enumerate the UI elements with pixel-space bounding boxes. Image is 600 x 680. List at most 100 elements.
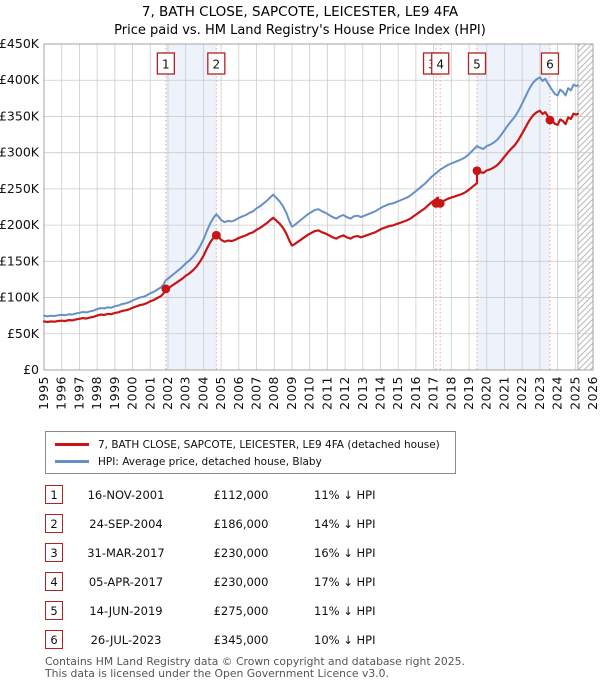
copyright-footer: Contains HM Land Registry data © Crown c… [45, 656, 600, 680]
x-axis-tick-label: 1997 [71, 376, 86, 410]
sale-marker-box-4 [431, 52, 450, 75]
transaction-number-box: 5 [45, 601, 63, 620]
transaction-price: £230,000 [213, 545, 269, 560]
table-row: 3 31-MAR-2017 £230,000 16% ↓ HPI [45, 538, 600, 567]
table-row: 2 24-SEP-2004 £186,000 14% ↓ HPI [45, 509, 600, 538]
x-axis-tick-label: 1995 [36, 376, 51, 410]
x-axis-tick-label: 2019 [461, 376, 476, 410]
legend-label-property: 7, BATH CLOSE, SAPCOTE, LEICESTER, LE9 4… [98, 438, 440, 451]
transaction-price: £230,000 [213, 574, 269, 589]
y-axis-tick-label: £400K [0, 72, 40, 87]
x-axis-tick-label: 2004 [195, 376, 210, 410]
x-axis-tick-label: 2014 [372, 376, 387, 410]
sale-marker-number-4: 4 [436, 58, 444, 72]
y-axis-tick-label: £350K [0, 108, 40, 123]
x-axis-tick-label: 2021 [496, 376, 511, 410]
sale-marker-number-6: 6 [546, 58, 554, 72]
hpi-line-swatch [55, 460, 89, 463]
transaction-number-box: 1 [45, 485, 63, 504]
transaction-number-box: 3 [45, 543, 63, 562]
transaction-date: 14-JUN-2019 [89, 603, 163, 618]
future-hatch [577, 44, 593, 370]
x-axis-tick-label: 2022 [514, 376, 529, 410]
x-axis-tick-label: 2013 [355, 376, 370, 410]
x-axis-tick-label: 2026 [585, 376, 600, 410]
transaction-date: 16-NOV-2001 [87, 487, 165, 502]
legend-entry-property: 7, BATH CLOSE, SAPCOTE, LEICESTER, LE9 4… [52, 436, 449, 453]
y-axis-tick-label: £300K [0, 145, 40, 160]
x-axis-tick-label: 2012 [337, 376, 352, 410]
x-axis-tick-label: 2002 [160, 376, 175, 410]
transaction-vs-hpi: 11% ↓ HPI [314, 487, 376, 502]
ownership-band [477, 44, 550, 370]
footer-line-2: This data is licensed under the Open Gov… [45, 667, 389, 680]
x-axis-tick-label: 2000 [125, 376, 140, 410]
footer-line-1: Contains HM Land Registry data © Crown c… [45, 655, 465, 668]
sale-dot-4 [435, 198, 445, 208]
sale-dot-6 [545, 115, 555, 125]
legend-label-hpi: HPI: Average price, detached house, Blab… [98, 455, 322, 468]
x-axis-tick-label: 2016 [408, 376, 423, 410]
x-axis-tick-label: 2023 [532, 376, 547, 410]
hpi-line [43, 76, 579, 318]
sale-dot-2 [211, 230, 221, 240]
y-axis-tick-label: £100K [0, 290, 40, 305]
sale-dot-1 [161, 284, 171, 294]
table-row: 5 14-JUN-2019 £275,000 11% ↓ HPI [45, 596, 600, 625]
legend-entry-hpi: HPI: Average price, detached house, Blab… [52, 453, 449, 470]
table-row: 4 05-APR-2017 £230,000 17% ↓ HPI [45, 567, 600, 596]
page-subtitle: Price paid vs. HM Land Registry's House … [114, 23, 486, 38]
transaction-price: £186,000 [213, 516, 269, 531]
property-line [42, 109, 580, 324]
sale-marker-box-6 [540, 52, 560, 75]
x-axis-tick-label: 2020 [479, 376, 494, 410]
x-axis-tick-label: 2008 [266, 376, 281, 410]
page-title: 7, BATH CLOSE, SAPCOTE, LEICESTER, LE9 4… [142, 4, 459, 20]
sale-marker-box-1 [156, 52, 175, 75]
y-axis-tick-label: £50K [7, 326, 40, 341]
transaction-vs-hpi: 16% ↓ HPI [314, 545, 376, 560]
x-axis-tick-label: 2010 [302, 376, 317, 410]
sale-marker-number-1: 1 [162, 58, 170, 72]
ownership-band [165, 44, 217, 370]
transaction-vs-hpi: 17% ↓ HPI [314, 574, 376, 589]
x-axis-tick-label: 2015 [390, 376, 405, 410]
x-axis-tick-label: 2011 [319, 376, 334, 410]
price-history-chart: 7, BATH CLOSE, SAPCOTE, LEICESTER, LE9 4… [0, 4, 600, 410]
x-axis-tick-label: 1999 [107, 376, 122, 410]
transaction-date: 26-JUL-2023 [90, 632, 162, 647]
x-axis-tick-label: 2006 [231, 376, 246, 410]
transactions-table: 1 16-NOV-2001 £112,000 11% ↓ HPI 2 24-SE… [45, 480, 600, 654]
transaction-date: 24-SEP-2004 [89, 516, 163, 531]
plot-frame [43, 43, 594, 371]
y-axis-tick-label: £150K [0, 253, 40, 268]
y-axis-tick-label: £250K [0, 181, 40, 196]
x-axis-tick-label: 1996 [54, 376, 69, 410]
table-row: 1 16-NOV-2001 £112,000 11% ↓ HPI [45, 480, 600, 509]
x-axis-tick-label: 1998 [89, 376, 104, 410]
x-axis-tick-label: 2025 [567, 376, 582, 410]
x-axis-tick-label: 2017 [426, 376, 441, 410]
x-axis-tick-label: 2024 [550, 376, 565, 410]
x-axis-tick-label: 2005 [213, 376, 228, 410]
chart-legend: 7, BATH CLOSE, SAPCOTE, LEICESTER, LE9 4… [45, 431, 456, 474]
x-axis-tick-label: 2009 [284, 376, 299, 410]
sale-marker-number-2: 2 [212, 58, 220, 72]
transaction-date: 05-APR-2017 [88, 574, 164, 589]
transaction-price: £275,000 [213, 603, 269, 618]
transaction-vs-hpi: 10% ↓ HPI [314, 632, 376, 647]
transaction-number-box: 6 [45, 630, 63, 649]
transaction-number-box: 2 [45, 514, 63, 533]
y-axis-tick-label: £200K [0, 217, 40, 232]
x-axis-tick-label: 2001 [142, 376, 157, 410]
sale-dot-5 [472, 166, 482, 176]
x-axis-tick-label: 2018 [443, 376, 458, 410]
transaction-price: £112,000 [213, 487, 269, 502]
table-row: 6 26-JUL-2023 £345,000 10% ↓ HPI [45, 625, 600, 654]
transaction-date: 31-MAR-2017 [87, 545, 165, 560]
x-axis-tick-label: 2007 [249, 376, 264, 410]
transaction-vs-hpi: 11% ↓ HPI [314, 603, 376, 618]
x-axis-tick-label: 2003 [178, 376, 193, 410]
transaction-number-box: 4 [45, 572, 63, 591]
